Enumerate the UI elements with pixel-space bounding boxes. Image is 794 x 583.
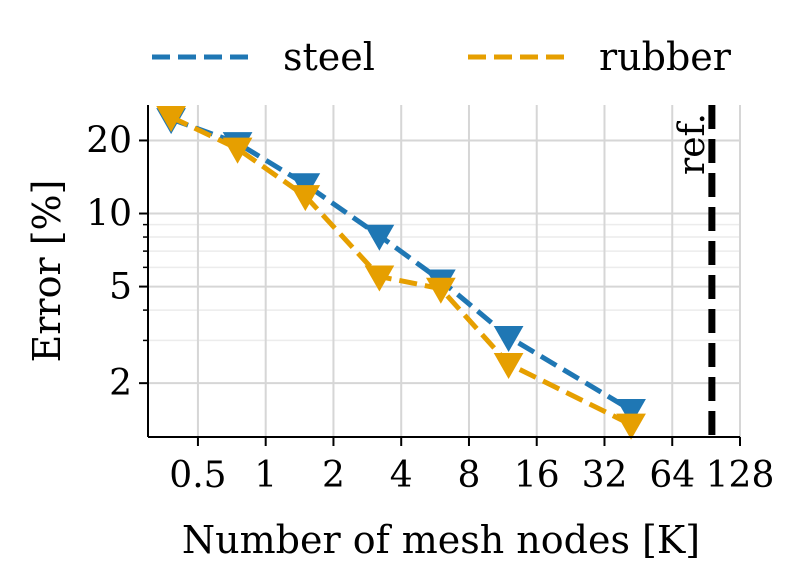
legend-label-steel: steel: [283, 35, 375, 79]
data-point-steel: [616, 399, 646, 426]
reference-line-group: ref.: [672, 105, 716, 437]
data-point-rubber: [364, 265, 395, 292]
x-tick-label: 128: [706, 455, 775, 496]
x-tick-label: 4: [390, 455, 413, 496]
legend-label-rubber: rubber: [599, 35, 732, 79]
series-group: [156, 105, 646, 440]
x-tick-label: 0.5: [169, 455, 226, 496]
x-tick-label: 16: [514, 455, 560, 496]
y-tick-label: 5: [109, 267, 132, 308]
data-point-rubber: [493, 352, 524, 379]
y-tick-label: 10: [86, 194, 132, 235]
axes-group: 0.5 1 2 4 8 16 32 64 128 2 5 10 20 Number of mesh nod…: [25, 105, 774, 562]
data-point-rubber: [425, 277, 456, 304]
y-tick-label: 2: [109, 363, 132, 404]
data-point-rubber: [290, 185, 321, 212]
reference-label: ref.: [672, 113, 713, 175]
x-axis-label: Number of mesh nodes [K]: [182, 518, 700, 562]
y-axis-label: Error [%]: [25, 180, 69, 363]
data-point-steel: [364, 224, 395, 251]
x-tick-label: 32: [582, 455, 628, 496]
y-tick-label: 20: [86, 120, 132, 161]
data-point-steel: [493, 325, 524, 352]
data-point-rubber: [616, 413, 646, 440]
data-point-rubber: [222, 137, 253, 164]
x-tick-label: 1: [254, 455, 277, 496]
x-tick-label: 64: [649, 455, 695, 496]
data-point-rubber: [156, 105, 186, 132]
grid-lines: [148, 105, 741, 437]
x-tick-label: 8: [458, 455, 481, 496]
x-tick-label: 2: [322, 455, 345, 496]
legend: steel rubber: [152, 35, 732, 79]
